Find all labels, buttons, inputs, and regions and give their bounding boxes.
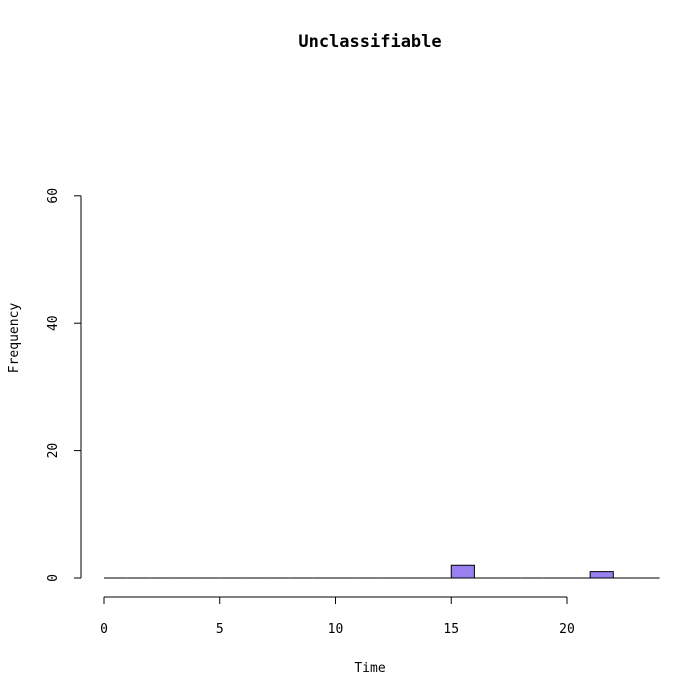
x-tick-label: 5 (216, 622, 224, 637)
x-tick-label: 20 (559, 622, 575, 637)
y-tick-label: 0 (46, 574, 61, 582)
histogram-bar (450, 564, 475, 579)
x-tick-label: 0 (100, 622, 108, 637)
histogram-bar (589, 571, 614, 579)
x-axis-label: Time (354, 661, 385, 676)
y-axis-label: Frequency (7, 303, 22, 374)
y-axis: 0 20 40 60 (46, 188, 82, 582)
chart-title: Unclassifiable (298, 32, 441, 52)
x-tick-label: 15 (443, 622, 459, 637)
bars-group (104, 564, 660, 579)
y-tick-label: 60 (46, 188, 61, 204)
x-tick-label: 10 (328, 622, 344, 637)
y-tick-label: 20 (46, 443, 61, 459)
x-axis: 0 5 10 15 20 (100, 596, 575, 637)
y-tick-label: 40 (46, 315, 61, 331)
